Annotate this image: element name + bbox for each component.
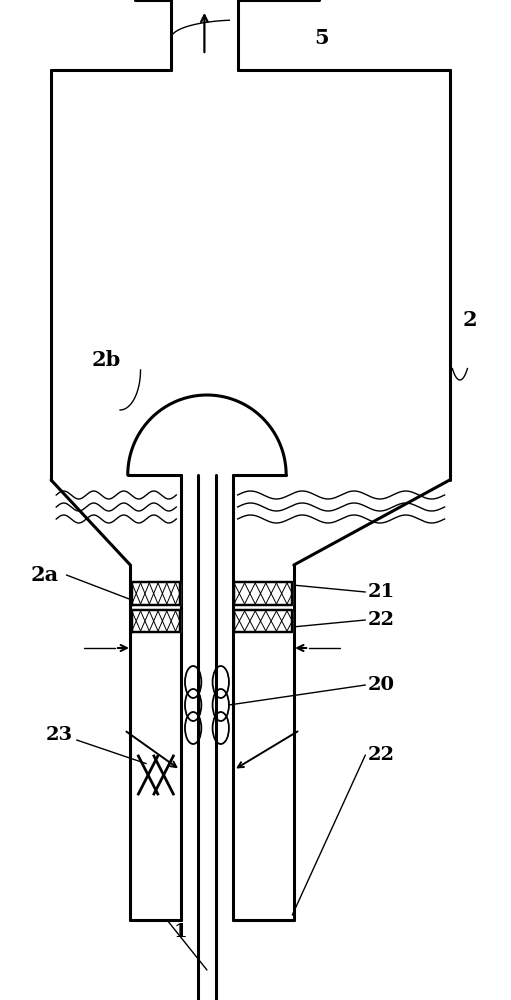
Text: 2a: 2a	[31, 565, 59, 585]
Text: 1: 1	[174, 923, 188, 941]
Text: 23: 23	[46, 726, 73, 744]
Text: 22: 22	[368, 746, 395, 764]
Polygon shape	[132, 582, 180, 605]
Text: 2b: 2b	[92, 350, 121, 370]
Text: 21: 21	[368, 583, 395, 601]
Text: 5: 5	[314, 28, 329, 48]
Text: 20: 20	[368, 676, 395, 694]
Text: 2: 2	[462, 310, 477, 330]
Polygon shape	[234, 582, 292, 605]
Polygon shape	[132, 610, 180, 632]
Polygon shape	[234, 610, 292, 632]
Text: 22: 22	[368, 611, 395, 629]
